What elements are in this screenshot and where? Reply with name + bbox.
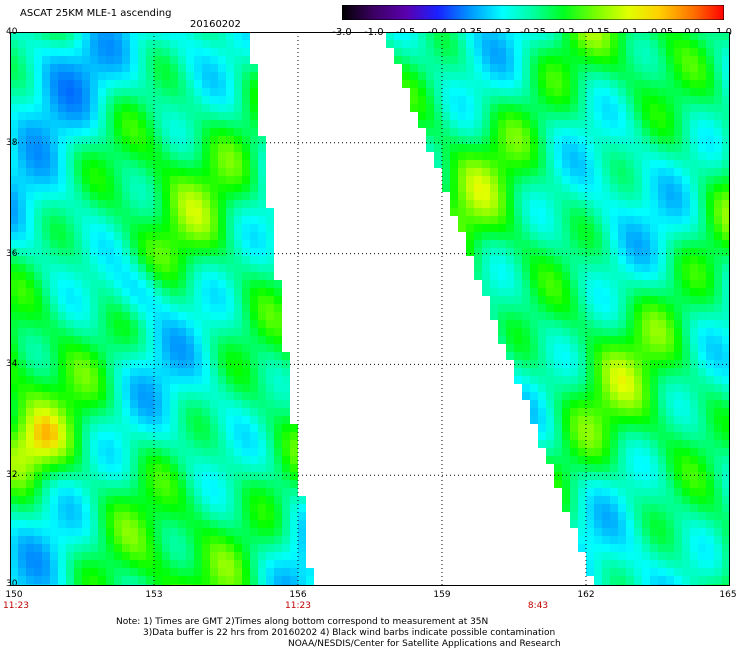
longitude-tick-label: 156 — [289, 590, 307, 600]
longitude-tick-label: 159 — [433, 590, 451, 600]
longitude-tick-label: 162 — [577, 590, 595, 600]
pass-time-label: 8:43 — [527, 601, 549, 611]
wind-data-field — [10, 32, 730, 586]
map-date: 20160202 — [190, 19, 241, 30]
latitude-tick-label: 32 — [6, 470, 18, 481]
latitude-tick-label: 34 — [6, 359, 18, 370]
plot-frame — [10, 32, 730, 586]
longitude-tick-label: 150 — [5, 590, 23, 600]
latitude-tick-label: 38 — [6, 137, 18, 148]
colorbar — [342, 5, 724, 20]
longitude-tick-label: 153 — [145, 590, 163, 600]
map-title: ASCAT 25KM MLE-1 ascending — [20, 8, 172, 19]
graticule — [10, 32, 730, 586]
note-line-1: Note: 1) Times are GMT 2)Times along bot… — [116, 617, 489, 627]
latitude-tick-label: 30 — [6, 579, 18, 589]
latitude-tick-label: 40 — [6, 27, 18, 37]
pass-time-label: 11:23 — [285, 601, 311, 611]
map-plot — [10, 32, 730, 586]
longitude-tick-label: 165 — [719, 590, 737, 600]
pass-time-label: 11:23 — [3, 601, 29, 611]
note-line-2: 3)Data buffer is 22 hrs from 20160202 4)… — [143, 628, 556, 638]
latitude-tick-label: 36 — [6, 248, 18, 259]
note-line-3: NOAA/NESDIS/Center for Satellite Applica… — [288, 639, 561, 649]
